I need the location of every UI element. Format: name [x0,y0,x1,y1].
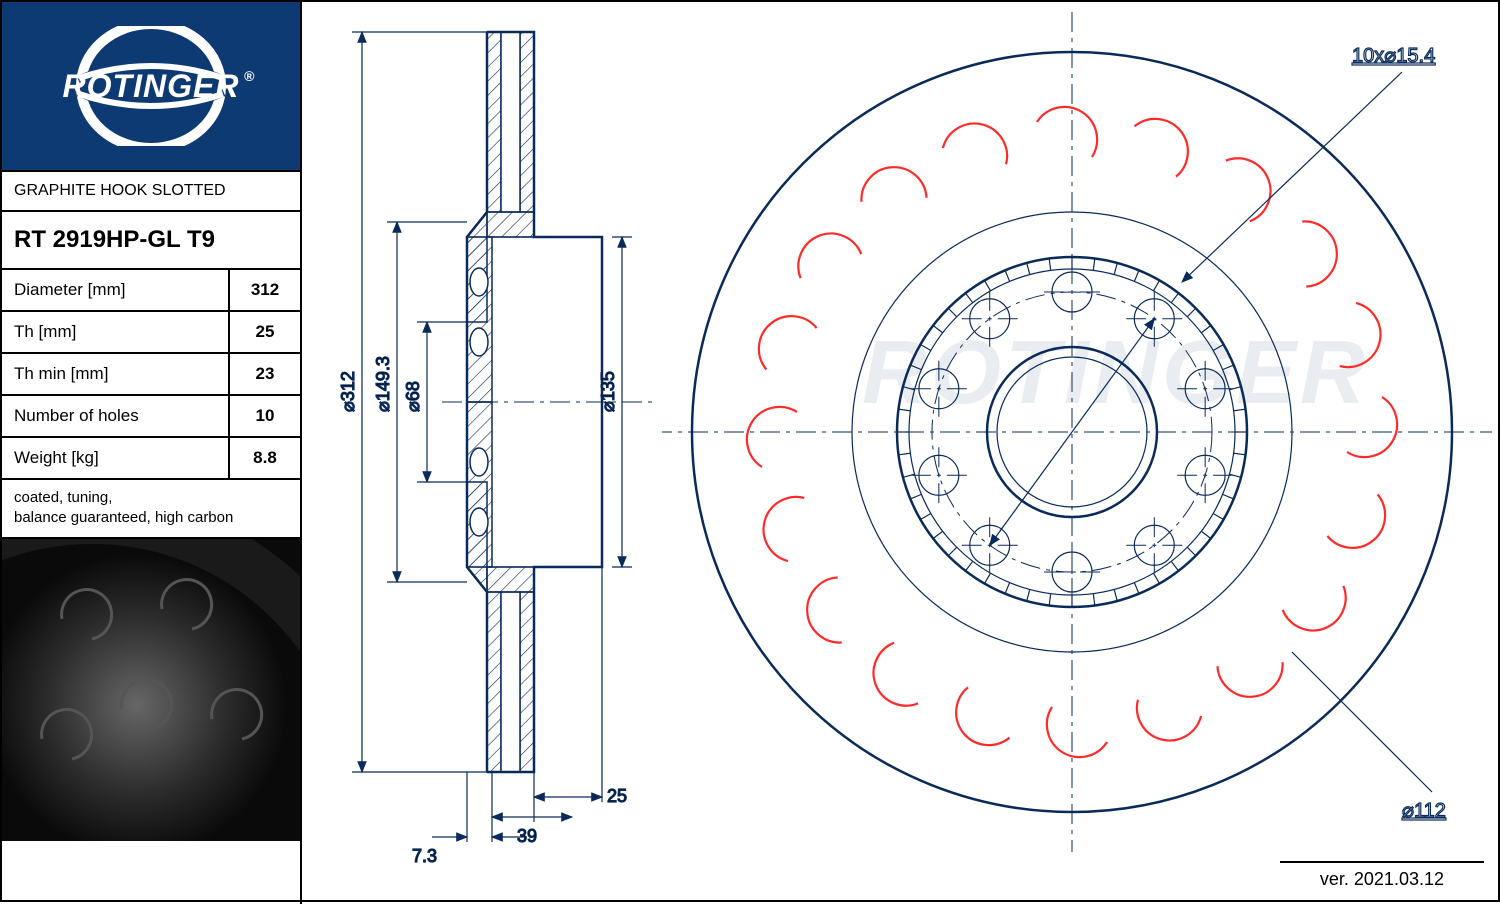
product-photo [2,539,300,841]
hook-slot [752,308,818,381]
spec-row: Number of holes10 [2,396,300,438]
spec-value: 8.8 [230,438,300,478]
spec-label: Weight [kg] [2,438,230,478]
hook-slot [788,221,864,299]
callout-pcd: ⌀112 [1402,800,1446,822]
spec-label: Number of holes [2,396,230,436]
hook-slot [1037,107,1097,157]
product-type: GRAPHITE HOOK SLOTTED [2,172,300,212]
version-label: ver. 2021.03.12 [1280,861,1484,890]
brand-logo: ROTINGER [63,68,240,105]
spec-row: Weight [kg]8.8 [2,438,300,480]
hook-slot [938,115,1011,181]
dim-thickness: 25 [607,786,627,806]
hook-slot [1323,298,1389,371]
callout-bolt-holes: 10x⌀15.4 [1352,45,1435,67]
dim-hub-depth: 39 [517,826,537,846]
part-number: RT 2919HP-GL T9 [2,212,300,270]
drawing-sheet: ROTINGER GRAPHITE HOOK SLOTTED RT 2919HP… [0,0,1500,902]
hook-slot [755,493,821,566]
dim-offset: 7.3 [412,846,437,866]
spec-label: Th min [mm] [2,354,230,394]
hook-slot [861,640,939,716]
spec-label: Diameter [mm] [2,270,230,310]
spec-row: Th min [mm]23 [2,354,300,396]
dim-d4: ⌀135 [598,371,618,412]
hook-slot [1124,112,1197,178]
front-view: 10x⌀15.4 ⌀112 [662,2,1500,882]
title-block: ROTINGER GRAPHITE HOOK SLOTTED RT 2919HP… [2,2,302,904]
hook-slot [1047,707,1107,757]
spec-row: Diameter [mm]312 [2,270,300,312]
spec-value: 312 [230,270,300,310]
drawing-area: ROTINGER [302,2,1498,900]
hook-slot [948,686,1021,752]
hook-slot [1280,565,1356,643]
dim-hub-bore: ⌀68 [403,381,423,412]
side-section-view: ⌀312 ⌀149.3 ⌀68 ⌀135 [312,2,672,882]
spec-row: Th [mm]25 [2,312,300,354]
spec-label: Th [mm] [2,312,230,352]
dim-outer-diameter: ⌀312 [338,371,358,412]
hook-slot [1213,634,1291,710]
hook-slot [1326,484,1392,557]
hook-slot [747,407,797,467]
product-notes: coated, tuning, balance guaranteed, high… [2,480,300,539]
spec-value: 25 [230,312,300,352]
hook-slot [1133,683,1206,749]
hook-slot [1274,213,1350,291]
hook-slot [1347,397,1397,457]
spec-value: 23 [230,354,300,394]
logo-box: ROTINGER [2,2,300,172]
spec-value: 10 [230,396,300,436]
hook-slot [853,154,931,230]
hook-slot [794,573,870,651]
hook-slot [1205,148,1283,224]
dim-d2: ⌀149.3 [373,356,393,412]
